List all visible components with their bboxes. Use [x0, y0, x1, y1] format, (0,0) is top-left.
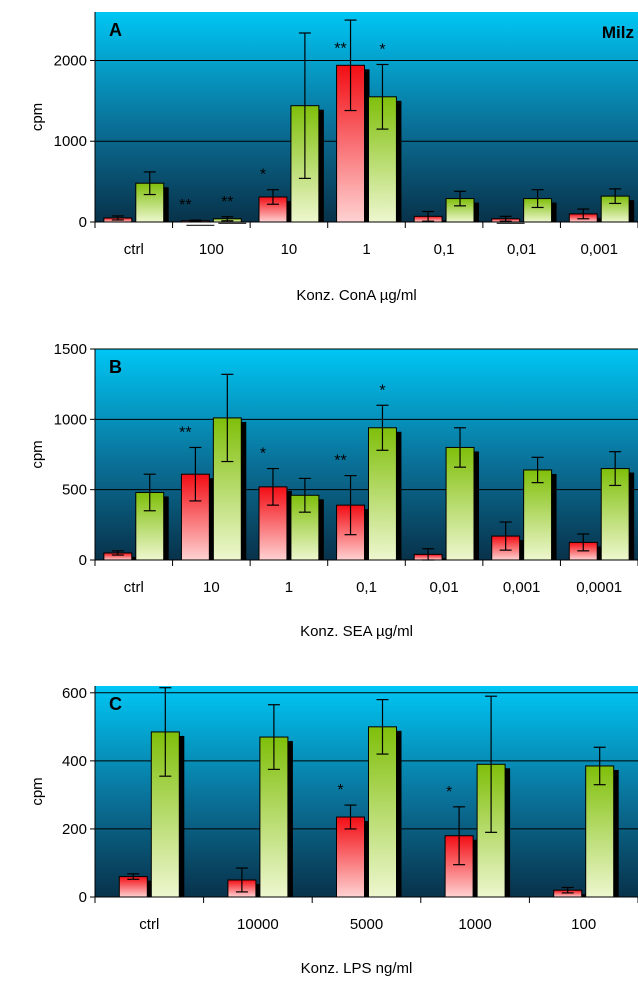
green-bar	[368, 726, 397, 898]
x-tick-label: 10	[203, 579, 220, 596]
x-tick-label: 0,001	[503, 579, 541, 596]
organ-label: Milz	[602, 23, 634, 42]
y-tick-label: 1500	[54, 341, 87, 358]
y-tick-label: 400	[62, 753, 87, 770]
panel-label: C	[109, 694, 122, 714]
green-bar	[523, 469, 553, 561]
x-tick-label: 100	[571, 916, 596, 933]
x-tick-label: 0,001	[580, 241, 618, 258]
panel-label: A	[109, 20, 122, 40]
significance-star: **	[179, 424, 191, 441]
x-axis-label: Konz. LPS ng/ml	[301, 960, 413, 977]
x-tick-label: 100	[199, 241, 224, 258]
bar-shadow	[218, 222, 247, 224]
x-tick-label: 10000	[237, 916, 279, 933]
y-tick-label: 500	[62, 482, 87, 499]
panel-label: B	[109, 357, 122, 377]
x-tick-label: 1	[362, 241, 370, 258]
significance-star: *	[260, 167, 266, 184]
y-tick-label: 600	[62, 685, 87, 702]
x-tick-label: 1	[285, 579, 293, 596]
y-tick-label: 0	[79, 214, 87, 231]
bar-shadow	[186, 224, 215, 226]
y-axis-label: cpm	[29, 777, 46, 805]
x-tick-label: 0,1	[356, 579, 377, 596]
x-tick-label: 0,1	[434, 241, 455, 258]
significance-star: *	[446, 784, 452, 801]
y-tick-label: 200	[62, 821, 87, 838]
y-tick-label: 0	[79, 552, 87, 569]
bar-shadow	[496, 222, 525, 224]
green-bar	[585, 765, 615, 898]
x-tick-label: ctrl	[124, 579, 144, 596]
x-tick-label: 10	[281, 241, 298, 258]
green-bar	[135, 491, 165, 561]
significance-star: **	[221, 194, 233, 211]
significance-star: **	[179, 197, 191, 214]
x-axis-label: Konz. SEA µg/ml	[300, 623, 413, 640]
x-tick-label: 0,0001	[576, 579, 622, 596]
significance-star: **	[334, 40, 346, 57]
significance-star: *	[337, 782, 343, 799]
x-tick-label: 1000	[458, 916, 491, 933]
significance-star: *	[379, 382, 385, 399]
x-tick-label: 0,01	[507, 241, 536, 258]
x-tick-label: 5000	[350, 916, 383, 933]
y-axis-label: cpm	[29, 103, 46, 131]
x-tick-label: 0,01	[429, 579, 458, 596]
x-axis-label: Konz. ConA µg/ml	[296, 287, 416, 304]
significance-star: *	[379, 42, 385, 59]
significance-star: *	[260, 446, 266, 463]
y-tick-label: 0	[79, 889, 87, 906]
x-tick-label: ctrl	[124, 241, 144, 258]
x-tick-label: ctrl	[139, 916, 159, 933]
y-tick-label: 2000	[54, 52, 87, 69]
significance-star: **	[334, 453, 346, 470]
y-axis-label: cpm	[29, 440, 46, 468]
y-tick-label: 1000	[54, 133, 87, 150]
y-tick-label: 1000	[54, 411, 87, 428]
red-bar	[336, 816, 365, 898]
red-bar	[258, 486, 288, 561]
